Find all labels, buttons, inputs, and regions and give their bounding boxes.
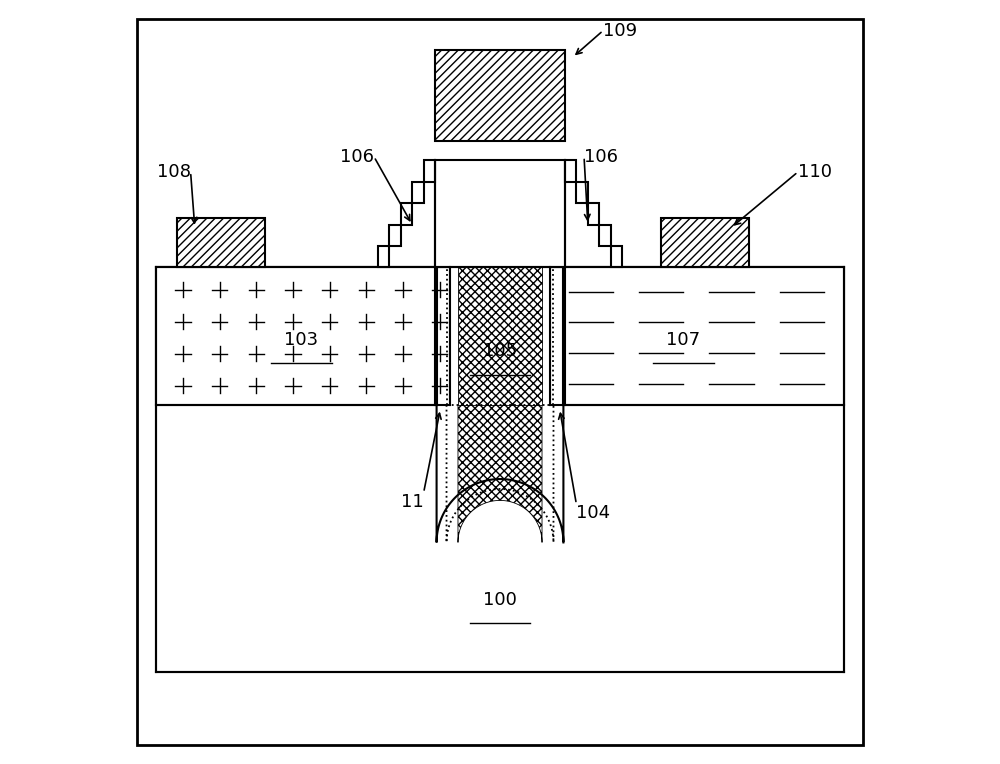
Bar bbox=[550, 267, 844, 405]
Bar bbox=[661, 218, 749, 267]
Bar bbox=[450, 267, 550, 405]
Bar bbox=[611, 246, 622, 267]
Text: 11: 11 bbox=[401, 493, 424, 511]
Bar bbox=[588, 203, 599, 225]
Bar bbox=[156, 267, 844, 672]
Text: 100: 100 bbox=[483, 591, 517, 609]
Bar bbox=[435, 160, 565, 267]
Bar bbox=[435, 50, 565, 141]
Bar bbox=[401, 203, 412, 225]
Text: 104: 104 bbox=[576, 504, 611, 523]
Bar bbox=[378, 246, 389, 267]
Bar bbox=[156, 267, 844, 672]
Bar bbox=[389, 225, 401, 246]
Bar bbox=[458, 267, 542, 405]
Text: 110: 110 bbox=[798, 163, 832, 181]
Bar bbox=[599, 225, 611, 246]
Bar bbox=[177, 218, 265, 267]
Text: 106: 106 bbox=[584, 147, 618, 166]
PathPatch shape bbox=[458, 405, 542, 542]
Bar bbox=[565, 160, 576, 182]
Text: 108: 108 bbox=[157, 163, 191, 181]
Text: 106: 106 bbox=[340, 147, 374, 166]
Bar bbox=[412, 182, 424, 203]
Text: 109: 109 bbox=[603, 21, 637, 40]
Bar bbox=[424, 160, 435, 182]
Text: 105: 105 bbox=[483, 342, 517, 361]
Text: 107: 107 bbox=[666, 331, 700, 349]
Bar bbox=[156, 267, 450, 405]
Bar bbox=[576, 182, 588, 203]
Text: 103: 103 bbox=[284, 331, 318, 349]
